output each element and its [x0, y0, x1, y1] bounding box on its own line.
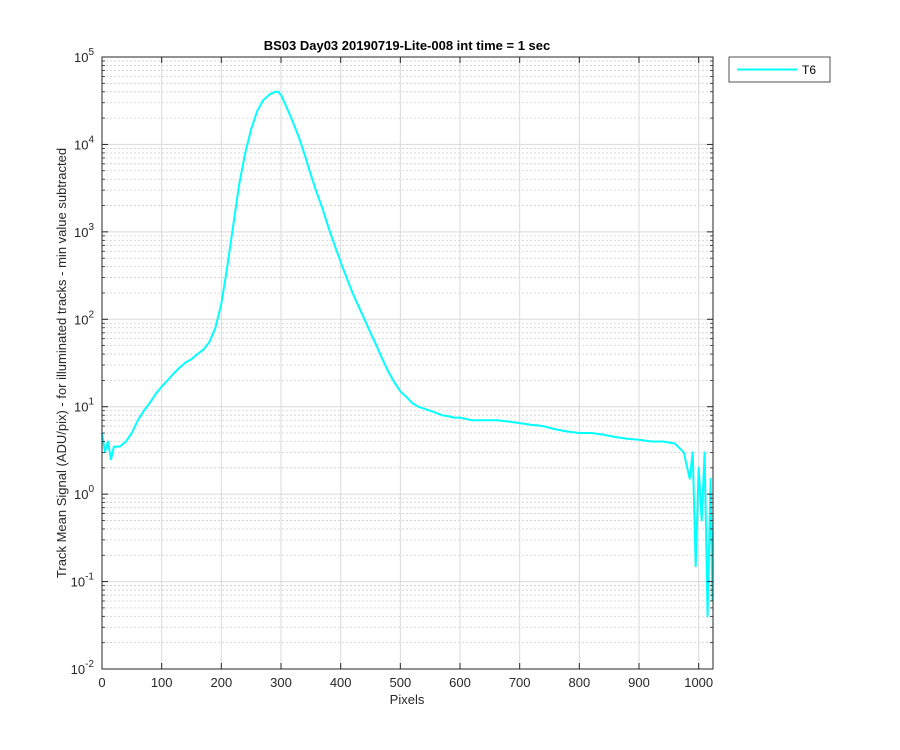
x-tick-label: 800	[568, 675, 590, 690]
y-tick-label: 102	[74, 309, 94, 327]
y-tick-label: 10-1	[71, 572, 95, 590]
legend: T6	[728, 56, 831, 83]
x-tick-labels: 0 100 200 300 400 500 600 700 800 900 1000	[98, 675, 713, 690]
x-tick-label: 900	[628, 675, 650, 690]
y-tick-label: 10-2	[71, 659, 95, 677]
y-tick-label: 105	[74, 47, 94, 65]
x-tick-label: 400	[330, 675, 352, 690]
chart-title: BS03 Day03 20190719-Lite-008 int time = …	[264, 38, 551, 53]
x-tick-label: 700	[509, 675, 531, 690]
legend-label-t6: T6	[802, 63, 816, 77]
x-tick-label: 0	[98, 675, 105, 690]
x-tick-label: 200	[210, 675, 232, 690]
x-tick-label: 500	[389, 675, 411, 690]
y-tick-label: 100	[74, 484, 94, 502]
y-tick-label: 104	[74, 134, 94, 152]
series-layer	[101, 90, 714, 618]
y-tick-labels: 10-2 10-1 100 101 102 103 104 105	[71, 47, 95, 677]
x-axis-label: Pixels	[390, 692, 425, 707]
plot-area	[102, 57, 713, 669]
plot-frame	[101, 56, 714, 670]
grid	[101, 56, 713, 670]
x-tick-label: 600	[449, 675, 471, 690]
series-line-t6	[101, 90, 714, 618]
y-axis-label: Track Mean Signal (ADU/pix) - for illumi…	[54, 148, 69, 578]
y-tick-label: 103	[74, 222, 94, 240]
x-tick-label: 1000	[684, 675, 713, 690]
y-tick-label: 101	[74, 397, 94, 415]
x-tick-label: 100	[151, 675, 173, 690]
x-tick-label: 300	[270, 675, 292, 690]
ticks	[101, 56, 713, 670]
